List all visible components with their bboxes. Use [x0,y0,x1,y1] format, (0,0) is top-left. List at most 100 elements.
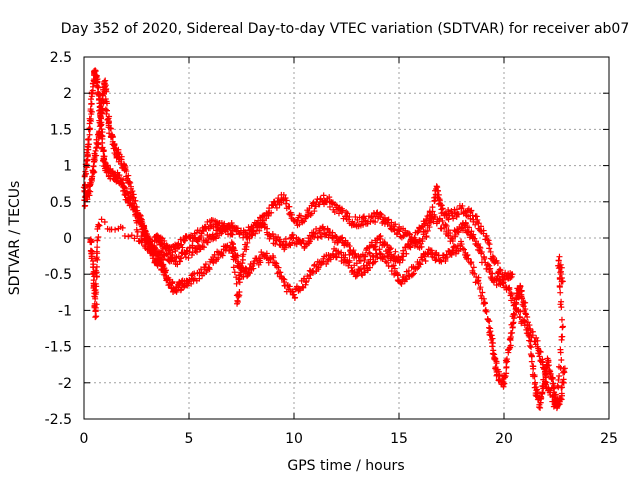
x-axis-label: GPS time / hours [287,458,404,474]
data-point [445,206,452,213]
data-point [234,252,241,259]
data-point [504,356,511,363]
data-point [181,251,188,258]
data-point [88,248,95,255]
data-point [102,77,109,84]
data-point [91,169,98,176]
data-point [537,404,544,411]
y-tick-label: 2.5 [50,50,72,66]
data-point [471,270,478,277]
data-point [387,245,394,252]
data-point [490,347,497,354]
data-point [554,382,561,389]
data-point [252,230,259,237]
data-point [555,376,562,383]
data-point [501,374,508,381]
data-point [85,187,92,194]
data-point [555,384,562,391]
chart-title: Day 352 of 2020, Sidereal Day-to-day VTE… [61,21,630,37]
data-point [179,244,186,251]
data-point [288,211,295,218]
data-point [558,264,565,271]
data-point [86,131,93,138]
data-point [501,276,508,283]
data-point [96,128,103,135]
data-point [360,214,367,221]
data-point [237,271,244,278]
data-point [101,159,108,166]
data-point [550,380,557,387]
data-point [423,216,430,223]
data-point [123,168,130,175]
data-point [539,361,546,368]
data-point [442,221,449,228]
data-point [434,187,441,194]
data-point [438,258,445,265]
data-point [450,215,457,222]
data-point [509,295,516,302]
data-point [400,232,407,239]
data-point [332,233,339,240]
data-point [385,216,392,223]
data-point [458,241,465,248]
data-point [346,243,353,250]
data-point [392,221,399,228]
data-point [324,225,331,232]
data-point [264,225,271,232]
data-point [426,208,433,215]
data-point [235,276,242,283]
data-point [557,289,564,296]
data-point [559,278,566,285]
data-point [112,226,119,233]
data-point [558,356,565,363]
x-tick-label: 20 [495,431,513,447]
data-point [138,233,145,240]
data-point [438,202,445,209]
data-point [522,306,529,313]
data-point [554,396,561,403]
data-point [88,175,95,182]
data-point [116,172,123,179]
data-point [286,210,293,217]
data-point [204,239,211,246]
data-point [100,147,107,154]
data-point [416,260,423,267]
data-point [503,359,510,366]
data-point [169,249,176,256]
data-point [465,224,472,231]
data-point [343,209,350,216]
data-point [178,254,185,261]
data-point [455,229,462,236]
data-point [143,230,150,237]
data-point [469,212,476,219]
data-point [475,241,482,248]
data-point [549,392,556,399]
data-point [447,230,454,237]
data-point [246,270,253,277]
data-point [487,248,494,255]
data-point [361,257,368,264]
data-point [507,289,514,296]
data-point [522,299,529,306]
data-point [418,243,425,250]
data-point [523,311,530,318]
data-point [439,205,446,212]
data-point [231,269,238,276]
data-point [91,68,98,75]
data-point [405,267,412,274]
data-point [166,247,173,254]
data-point [556,283,563,290]
data-point [493,360,500,367]
data-point [506,284,513,291]
data-point [108,125,115,132]
data-point [401,244,408,251]
x-tick-label: 10 [285,431,303,447]
data-point [447,234,454,241]
data-point [320,192,327,199]
data-point [475,280,482,287]
data-point [329,250,336,257]
data-point [88,253,95,260]
data-point [549,398,556,405]
data-point [305,275,312,282]
